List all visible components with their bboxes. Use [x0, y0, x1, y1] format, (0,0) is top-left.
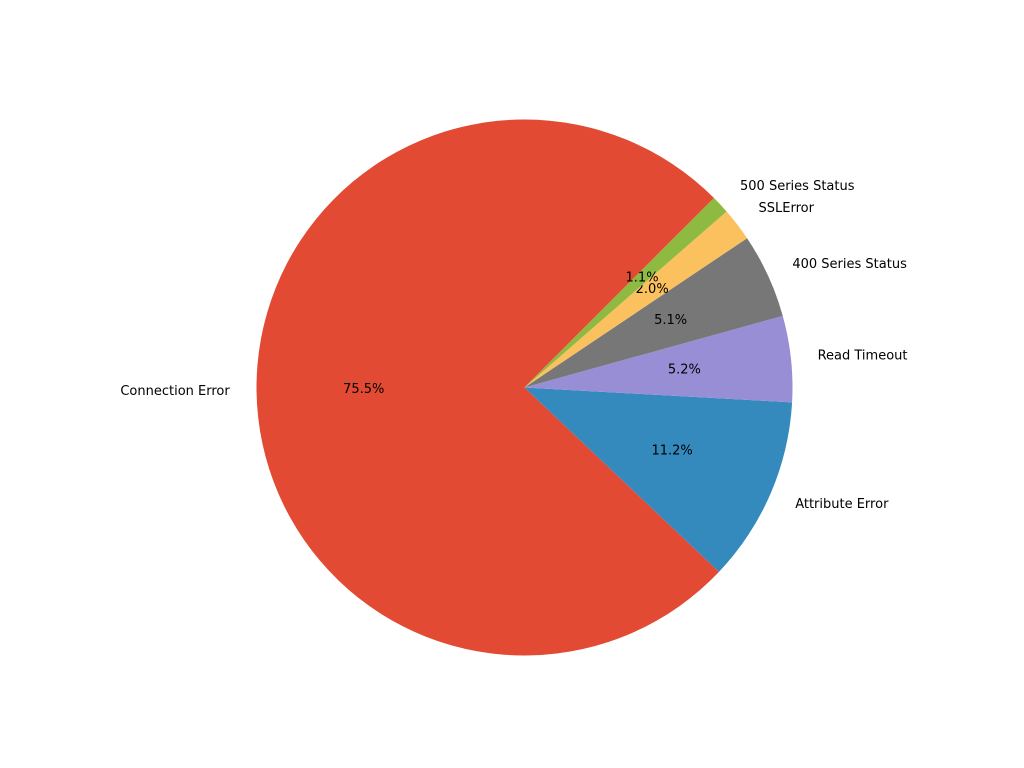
pie-slice-sslerror — [524, 211, 748, 388]
slice-label-500-series-status: 500 Series Status — [740, 179, 855, 194]
pct-label-attribute-error: 11.2% — [651, 444, 692, 459]
pct-label-500-series-status: 1.1% — [626, 270, 659, 285]
slice-label-read-timeout: Read Timeout — [818, 348, 908, 363]
slice-label-attribute-error: Attribute Error — [795, 497, 889, 512]
pct-label-400-series-status: 5.1% — [654, 313, 687, 328]
pie-slice-attribute-error — [524, 387, 793, 572]
slice-label-400-series-status: 400 Series Status — [792, 257, 907, 272]
pie-slice-500-series-status — [524, 197, 727, 388]
pie-slice-400-series-status — [524, 238, 783, 388]
pie-slice-read-timeout — [524, 315, 793, 403]
pct-label-sslerror: 2.0% — [636, 282, 669, 297]
pct-label-connection-error: 75.5% — [343, 382, 384, 397]
pct-label-read-timeout: 5.2% — [668, 363, 701, 378]
pie-slice-connection-error — [256, 119, 719, 656]
slice-label-sslerror: SSLError — [759, 201, 815, 216]
slice-label-connection-error: Connection Error — [120, 384, 230, 399]
